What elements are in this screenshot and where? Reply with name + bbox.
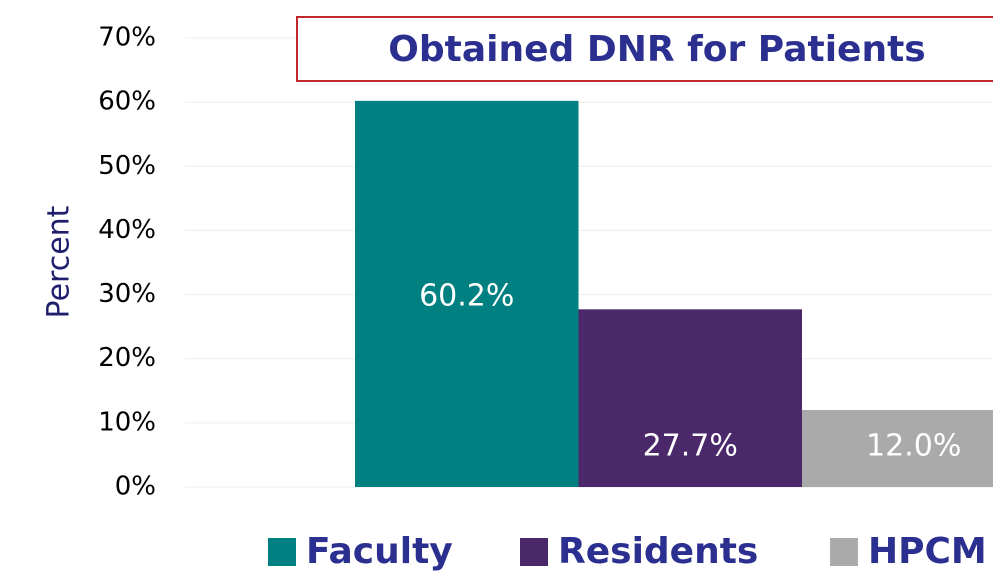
legend-swatch — [520, 538, 548, 566]
legend-label: HPCM — [868, 531, 987, 572]
y-tick-label: 40% — [98, 215, 156, 245]
title-box — [296, 16, 993, 82]
y-tick-label: 0% — [115, 472, 156, 502]
value-label: 27.7% — [643, 429, 738, 464]
bar — [355, 100, 579, 488]
legend-label: Faculty — [306, 531, 453, 572]
y-tick-label: 20% — [98, 343, 156, 373]
legend-label: Residents — [558, 531, 758, 572]
y-tick-label: 30% — [98, 279, 156, 309]
legend-swatch — [268, 538, 296, 566]
y-tick-label: 10% — [98, 407, 156, 437]
value-label: 60.2% — [419, 278, 514, 313]
y-tick-label: 70% — [98, 23, 156, 53]
value-label: 12.0% — [866, 429, 961, 464]
legend-swatch — [830, 538, 858, 566]
bar — [578, 309, 802, 487]
y-axis-label: Percent — [42, 205, 77, 318]
bar — [802, 410, 993, 487]
y-tick-label: 50% — [98, 151, 156, 181]
y-tick-label: 60% — [98, 87, 156, 117]
chart-title: Obtained DNR for Patients — [388, 29, 925, 70]
plot: 0% 10% 20% 30% 40% 50% 60% 70% 60.2% 27.7% 12.0% Fa… — [98, 23, 993, 572]
